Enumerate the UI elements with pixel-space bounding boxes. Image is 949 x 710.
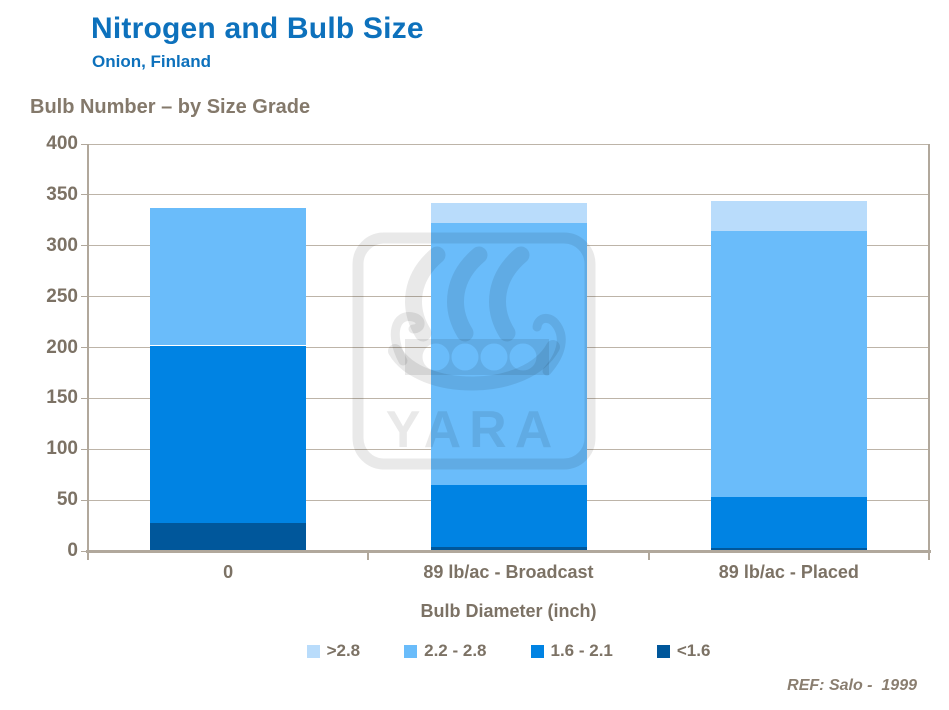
legend-marker — [306, 644, 320, 658]
plot-right-border — [928, 144, 930, 551]
bar-segment — [430, 484, 587, 547]
legend-label: 1.6 - 2.1 — [550, 641, 613, 660]
y-axis-label: 100 — [46, 438, 78, 460]
legend-marker — [530, 644, 544, 658]
y-axis-tick — [81, 194, 88, 196]
legend-marker — [656, 644, 670, 658]
chart-heading: Bulb Number – by Size Grade — [30, 96, 311, 118]
legend-label: >2.8 — [326, 641, 361, 660]
y-axis-tick — [81, 499, 88, 501]
y-axis-tick — [81, 550, 88, 552]
y-axis-label: 0 — [67, 540, 78, 561]
legend-label: 2.2 - 2.8 — [424, 641, 487, 660]
legend-item: <1.6 — [656, 641, 711, 661]
y-axis-tick — [81, 245, 88, 247]
bar-segment — [710, 497, 867, 548]
bar-segment — [150, 208, 307, 346]
x-axis-tick — [647, 553, 650, 560]
x-axis-tick — [87, 553, 89, 560]
bar-segment — [150, 345, 307, 523]
x-axis-category-label: 0 — [223, 562, 234, 582]
gridline — [88, 194, 929, 196]
bar-segment — [430, 223, 587, 485]
x-axis-category-label: 89 lb/ac - Broadcast — [423, 562, 594, 582]
y-axis-tick — [81, 448, 88, 450]
bar-segment — [430, 203, 587, 224]
x-axis-tick — [367, 553, 370, 560]
y-axis-label: 300 — [46, 234, 78, 256]
bar-segment — [710, 230, 867, 498]
y-axis-label: 250 — [46, 285, 78, 307]
x-axis-category-label: 89 lb/ac - Placed — [718, 562, 859, 582]
legend-item: >2.8 — [306, 641, 361, 661]
y-axis-label: 400 — [46, 133, 78, 154]
page-title: Nitrogen and Bulb Size — [91, 12, 424, 45]
bar-segment — [710, 547, 867, 551]
legend-label: <1.6 — [676, 641, 711, 660]
y-axis-line — [87, 144, 89, 551]
gridline — [88, 143, 929, 145]
bar-segment — [430, 546, 587, 551]
legend-marker — [404, 644, 418, 658]
bar-segment — [150, 522, 307, 551]
reference-text: REF: Salo - 1999 — [787, 677, 917, 694]
y-axis-label: 350 — [46, 183, 78, 205]
y-axis-tick — [81, 397, 88, 399]
y-axis-label: 200 — [46, 336, 78, 358]
bar-segment — [710, 201, 867, 231]
y-axis-tick — [81, 143, 88, 145]
y-axis-tick — [81, 296, 88, 298]
x-axis-line — [86, 550, 931, 553]
legend-item: 2.2 - 2.8 — [404, 641, 487, 661]
page-subtitle: Onion, Finland — [92, 52, 211, 71]
y-axis-label: 50 — [56, 489, 78, 511]
legend-item: 1.6 - 2.1 — [530, 641, 613, 661]
y-axis-tick — [81, 347, 88, 348]
chart-legend: >2.8 2.2 - 2.8 1.6 - 2.1 <1.6 — [88, 641, 929, 661]
x-axis-title: Bulb Diameter (inch) — [420, 601, 597, 621]
x-axis-tick — [928, 553, 930, 560]
watermark-stern-icon — [390, 312, 425, 366]
y-axis-label: 150 — [46, 387, 78, 409]
